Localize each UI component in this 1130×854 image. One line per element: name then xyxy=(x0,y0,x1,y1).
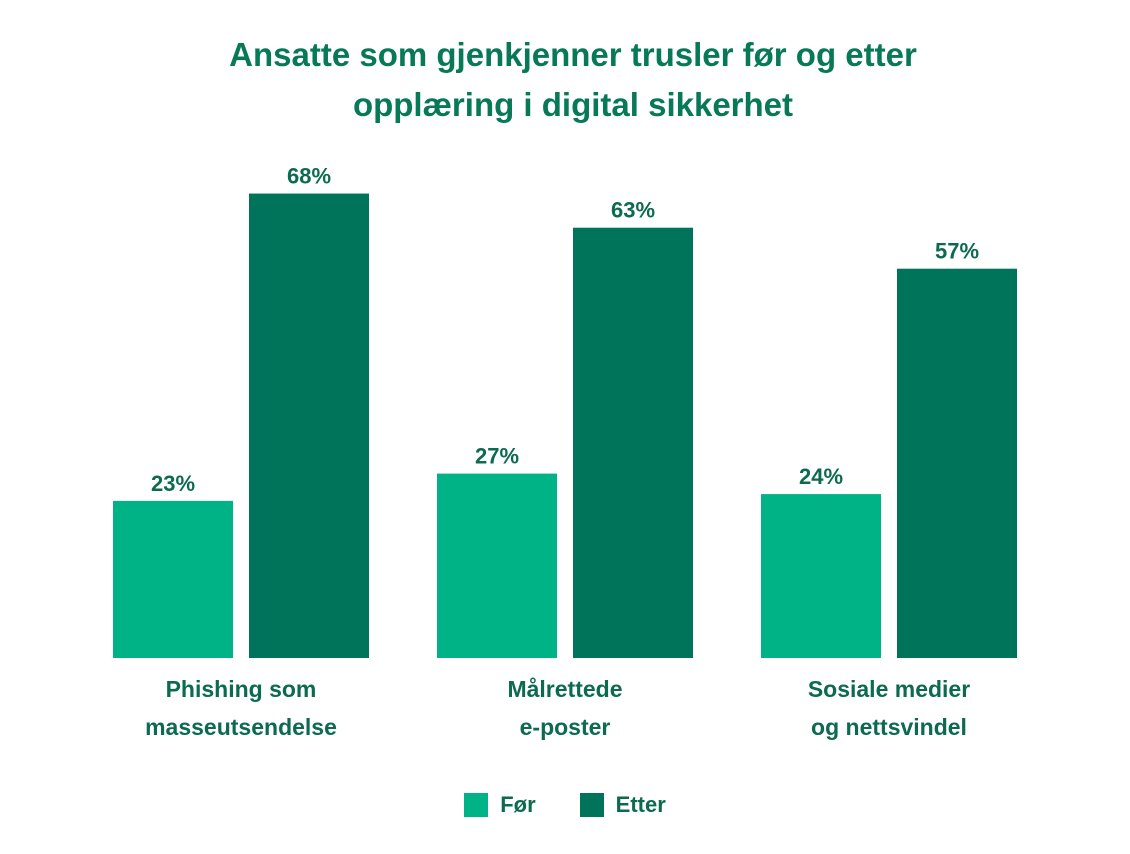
data-label-etter-2: 57% xyxy=(935,239,979,264)
bar-etter-0 xyxy=(249,193,369,658)
bar-for-2 xyxy=(761,494,881,658)
data-label-etter-1: 63% xyxy=(611,198,655,223)
legend: Før Etter xyxy=(0,792,1130,818)
bar-for-0 xyxy=(113,500,233,658)
chart-title: Ansatte som gjenkjenner trusler før og e… xyxy=(0,30,1130,130)
legend-item-etter: Etter xyxy=(579,792,666,818)
bar-etter-2 xyxy=(897,268,1017,658)
data-label-etter-0: 68% xyxy=(287,164,331,189)
legend-swatch-for xyxy=(464,793,489,817)
legend-label-etter: Etter xyxy=(615,792,666,817)
category-label-1-line-1: e-poster xyxy=(520,714,611,740)
chart-title-line-2: opplæring i digital sikkerhet xyxy=(352,86,794,123)
chart-title-line-1: Ansatte som gjenkjenner trusler før og e… xyxy=(229,36,917,73)
category-label-0-line-0: Phishing som xyxy=(166,676,317,702)
data-label-for-1: 27% xyxy=(475,444,519,469)
category-label-0-line-1: masseutsendelse xyxy=(145,714,337,740)
legend-label-for: Før xyxy=(500,792,536,817)
category-label-1-line-0: Målrettede xyxy=(507,676,622,702)
category-label-2-line-1: og nettsvindel xyxy=(811,714,967,740)
bar-etter-1 xyxy=(573,227,693,658)
legend-item-for: Før xyxy=(464,792,536,818)
category-label-2-line-0: Sosiale medier xyxy=(808,676,970,702)
legend-swatch-etter xyxy=(579,793,604,817)
data-label-for-2: 24% xyxy=(799,464,843,489)
bar-for-1 xyxy=(437,473,557,658)
data-label-for-0: 23% xyxy=(151,471,195,496)
